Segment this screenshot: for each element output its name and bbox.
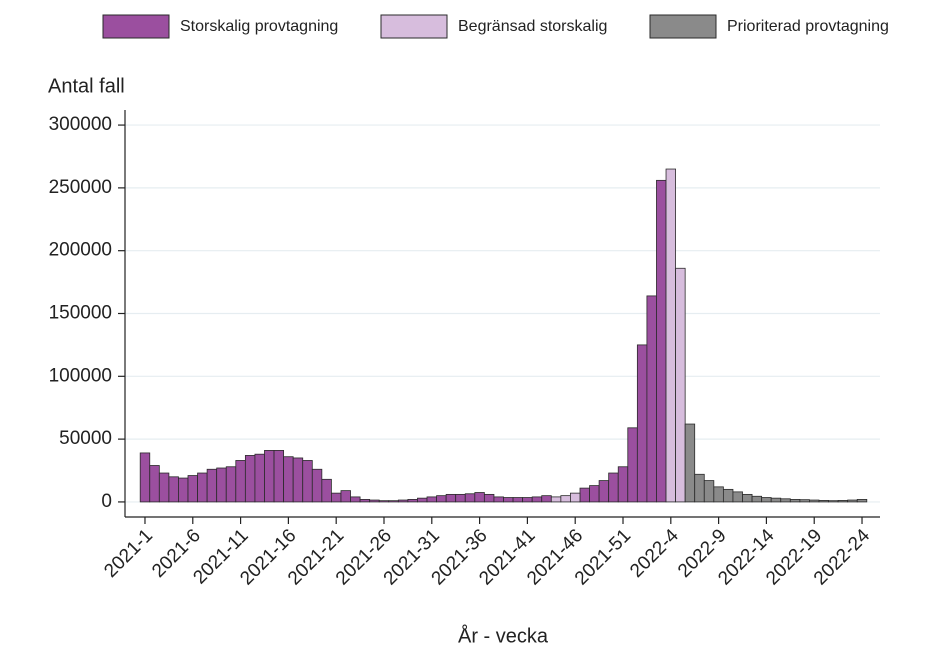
bar <box>206 468 218 503</box>
bar <box>455 493 466 503</box>
bar <box>350 496 361 503</box>
bar <box>617 466 629 503</box>
bar <box>675 267 686 503</box>
bar <box>818 500 829 503</box>
y-tick-label: 100000 <box>49 365 112 386</box>
bar <box>732 491 743 503</box>
bar <box>665 168 676 503</box>
bar <box>417 497 428 503</box>
bar <box>656 179 667 503</box>
bar <box>828 500 839 503</box>
bar <box>178 477 189 503</box>
bar <box>426 496 437 503</box>
bar <box>369 499 380 503</box>
bar <box>589 485 600 503</box>
legend-swatch <box>649 14 717 39</box>
legend-swatch <box>102 14 170 39</box>
bar <box>216 467 227 503</box>
y-tick-label: 300000 <box>49 114 112 135</box>
bar <box>283 456 294 503</box>
bar <box>694 473 705 503</box>
bar <box>321 478 332 503</box>
y-tick-label: 250000 <box>49 177 112 198</box>
legend-label: Prioriterad provtagning <box>727 18 889 35</box>
legend-swatch <box>380 14 448 39</box>
bar <box>340 490 351 503</box>
bar <box>703 480 715 503</box>
y-tick-label: 0 <box>101 491 112 512</box>
bar <box>149 465 160 503</box>
bar <box>636 344 648 503</box>
bar <box>359 499 371 503</box>
bar <box>684 423 696 503</box>
bar <box>570 492 581 503</box>
y-axis-title: Antal fall <box>48 75 125 97</box>
bar <box>197 472 208 503</box>
legend-label: Storskalig provtagning <box>180 18 338 35</box>
bar <box>789 499 801 503</box>
bar <box>713 486 724 503</box>
bar <box>474 492 485 503</box>
bar <box>311 468 323 503</box>
bar <box>531 496 543 503</box>
bar <box>522 497 533 503</box>
bar <box>273 450 285 503</box>
bar <box>751 495 763 503</box>
bar <box>560 495 571 503</box>
y-tick-label: 150000 <box>49 303 112 324</box>
y-tick-label: 200000 <box>49 240 112 261</box>
bar <box>608 472 619 503</box>
legend-label: Begränsad storskalig <box>458 18 607 35</box>
bar <box>158 472 170 503</box>
bar <box>436 495 447 503</box>
bar <box>168 476 179 503</box>
bar <box>722 488 734 503</box>
bar <box>407 499 418 503</box>
bar <box>331 492 342 503</box>
bar <box>292 457 304 503</box>
bar <box>598 480 610 503</box>
bar <box>264 450 275 503</box>
x-axis-title: År - vecka <box>458 624 549 647</box>
bar <box>244 455 256 503</box>
bar <box>187 475 198 503</box>
bar <box>225 466 237 503</box>
bar <box>856 499 868 503</box>
bar <box>847 499 858 503</box>
bar <box>503 497 514 503</box>
bar <box>483 493 495 503</box>
bar <box>780 498 791 503</box>
bar <box>837 500 849 503</box>
bar <box>464 493 476 503</box>
bar <box>742 493 753 503</box>
bar <box>627 427 638 503</box>
bar <box>541 495 552 503</box>
bar <box>799 499 810 503</box>
bar <box>254 453 265 503</box>
bar <box>579 487 590 503</box>
y-tick-label: 50000 <box>59 428 112 449</box>
bar <box>770 497 782 503</box>
bar <box>388 500 399 503</box>
bar <box>493 496 504 503</box>
bar <box>761 497 772 503</box>
bar <box>302 460 313 503</box>
bar <box>809 499 820 503</box>
bar <box>139 452 151 503</box>
bar <box>646 295 657 503</box>
bar <box>550 496 562 503</box>
bar <box>445 493 457 503</box>
bar <box>378 500 390 503</box>
bar <box>235 460 246 503</box>
bar <box>512 497 524 503</box>
bar <box>397 499 409 503</box>
